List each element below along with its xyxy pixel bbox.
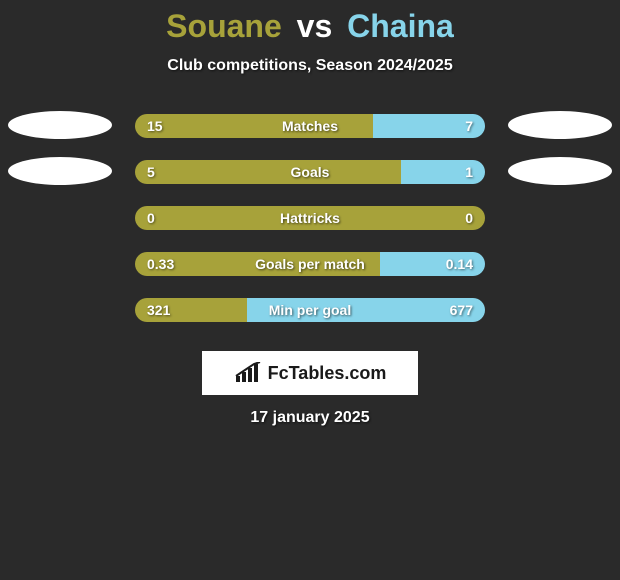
stats-block: 157Matches51Goals00Hattricks0.330.14Goal… <box>0 103 620 333</box>
chart-icon <box>234 362 262 384</box>
avatar-left <box>8 157 112 185</box>
bar-left: 15 <box>135 114 373 138</box>
subtitle: Club competitions, Season 2024/2025 <box>0 57 620 75</box>
bar-left: 5 <box>135 160 401 184</box>
date-text: 17 january 2025 <box>0 409 620 427</box>
stat-row: 0.330.14Goals per match <box>0 241 620 287</box>
left-value: 15 <box>135 118 175 134</box>
avatar-left <box>8 111 112 139</box>
left-value: 321 <box>135 302 182 318</box>
left-value: 5 <box>135 164 167 180</box>
right-value: 0 <box>453 210 485 226</box>
site-logo: FcTables.com <box>202 351 418 395</box>
page-title: Souane vs Chaina <box>0 8 620 45</box>
bar-right: 7 <box>373 114 485 138</box>
left-value: 0 <box>135 210 167 226</box>
avatar-right <box>508 111 612 139</box>
right-value: 1 <box>453 164 485 180</box>
bar-left: 321 <box>135 298 247 322</box>
left-value: 0.33 <box>135 256 186 272</box>
right-value: 677 <box>438 302 485 318</box>
stat-row: 51Goals <box>0 149 620 195</box>
logo-text: FcTables.com <box>268 363 387 384</box>
bar-left: 0.33 <box>135 252 380 276</box>
stat-bar: 51Goals <box>135 160 485 184</box>
bar-right: 677 <box>247 298 485 322</box>
bar-left: 0 <box>135 206 485 230</box>
right-value: 0.14 <box>434 256 485 272</box>
stat-row: 321677Min per goal <box>0 287 620 333</box>
player1-name: Souane <box>166 8 282 44</box>
bar-right: 0.14 <box>380 252 485 276</box>
stat-row: 157Matches <box>0 103 620 149</box>
vs-text: vs <box>297 8 333 44</box>
right-value: 7 <box>453 118 485 134</box>
stat-bar: 157Matches <box>135 114 485 138</box>
stat-row: 00Hattricks <box>0 195 620 241</box>
player2-name: Chaina <box>347 8 454 44</box>
stat-bar: 0.330.14Goals per match <box>135 252 485 276</box>
stat-bar: 00Hattricks <box>135 206 485 230</box>
bar-right: 1 <box>401 160 485 184</box>
avatar-right <box>508 157 612 185</box>
stat-bar: 321677Min per goal <box>135 298 485 322</box>
